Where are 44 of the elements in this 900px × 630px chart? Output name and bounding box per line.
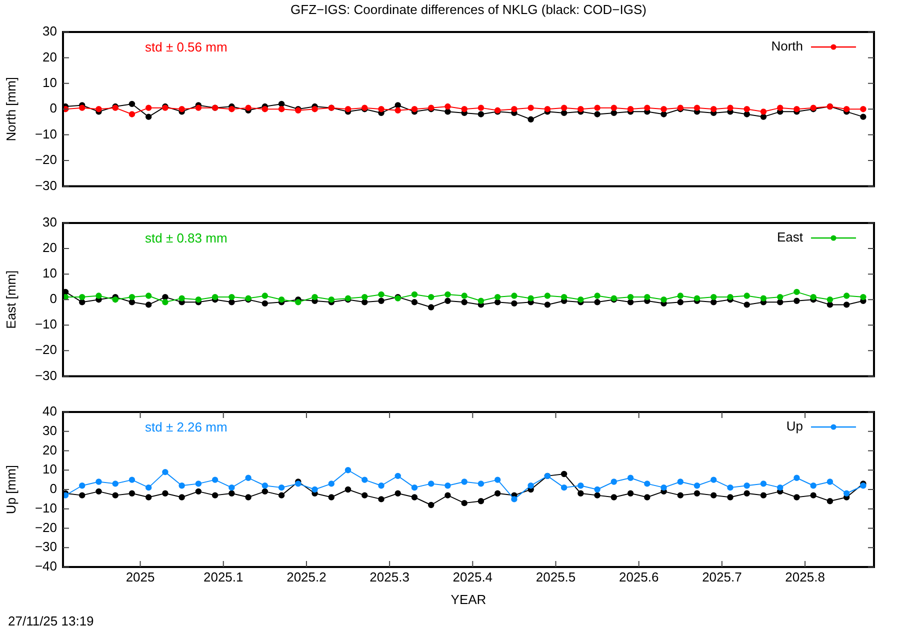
y-tick-label: 20 (42, 442, 57, 458)
x-tick-label: 2025.6 (618, 569, 659, 584)
annotation: std ± 0.56 mm (145, 40, 228, 55)
legend-label: East (776, 230, 804, 245)
y-tick-label: 10 (42, 462, 57, 477)
annotation: std ± 0.83 mm (145, 230, 228, 246)
y-tick-label: −20 (34, 152, 57, 168)
legend-label: North (771, 38, 803, 54)
x-tick-label: 2025.7 (702, 569, 742, 584)
y-tick-label: 40 (42, 404, 57, 419)
y-tick-label: −10 (34, 316, 57, 332)
y-tick-label: 0 (50, 100, 57, 116)
legend-label: Up (786, 418, 803, 434)
y-axis-title: North [mm] (3, 76, 18, 142)
y-tick-label: −30 (34, 539, 57, 554)
x-axis-title: YEAR (450, 592, 486, 607)
y-tick-label: −10 (34, 126, 57, 142)
y-tick-label: −40 (34, 558, 57, 574)
x-tick-label: 2025.4 (452, 569, 493, 584)
y-tick-label: −20 (34, 520, 57, 535)
x-tick-label: 2025.5 (536, 569, 576, 584)
y-tick-label: −20 (34, 342, 57, 358)
text: 27/11/25 13:19 (8, 614, 94, 629)
y-tick-label: 0 (50, 291, 57, 306)
x-tick-label: 2025.2 (286, 569, 326, 584)
x-tick-label: 2025.1 (203, 569, 244, 584)
chart-title: GFZ−IGS: Coordinate differences of NKLG (black: COD−IGS) (290, 2, 648, 17)
y-tick-label: 10 (42, 266, 57, 281)
y-tick-label: 20 (42, 240, 57, 256)
y-axis-title: East [mm] (3, 270, 18, 329)
y-tick-label: 10 (42, 74, 57, 90)
y-tick-label: 30 (42, 422, 57, 438)
y-tick-label: −30 (34, 368, 57, 383)
y-tick-label: 0 (50, 481, 57, 496)
y-tick-label: 30 (42, 214, 57, 230)
y-tick-label: 20 (42, 49, 57, 64)
annotation: std ± 2.26 mm (145, 420, 228, 435)
x-tick-label: 2025 (126, 569, 155, 584)
y-axis-title: Up [mm] (3, 464, 18, 514)
x-tick-label: 2025.8 (785, 569, 825, 584)
y-tick-label: −30 (34, 178, 57, 193)
y-tick-label: −10 (34, 500, 57, 516)
x-tick-label: 2025.3 (370, 569, 410, 584)
y-tick-label: 30 (42, 24, 57, 39)
